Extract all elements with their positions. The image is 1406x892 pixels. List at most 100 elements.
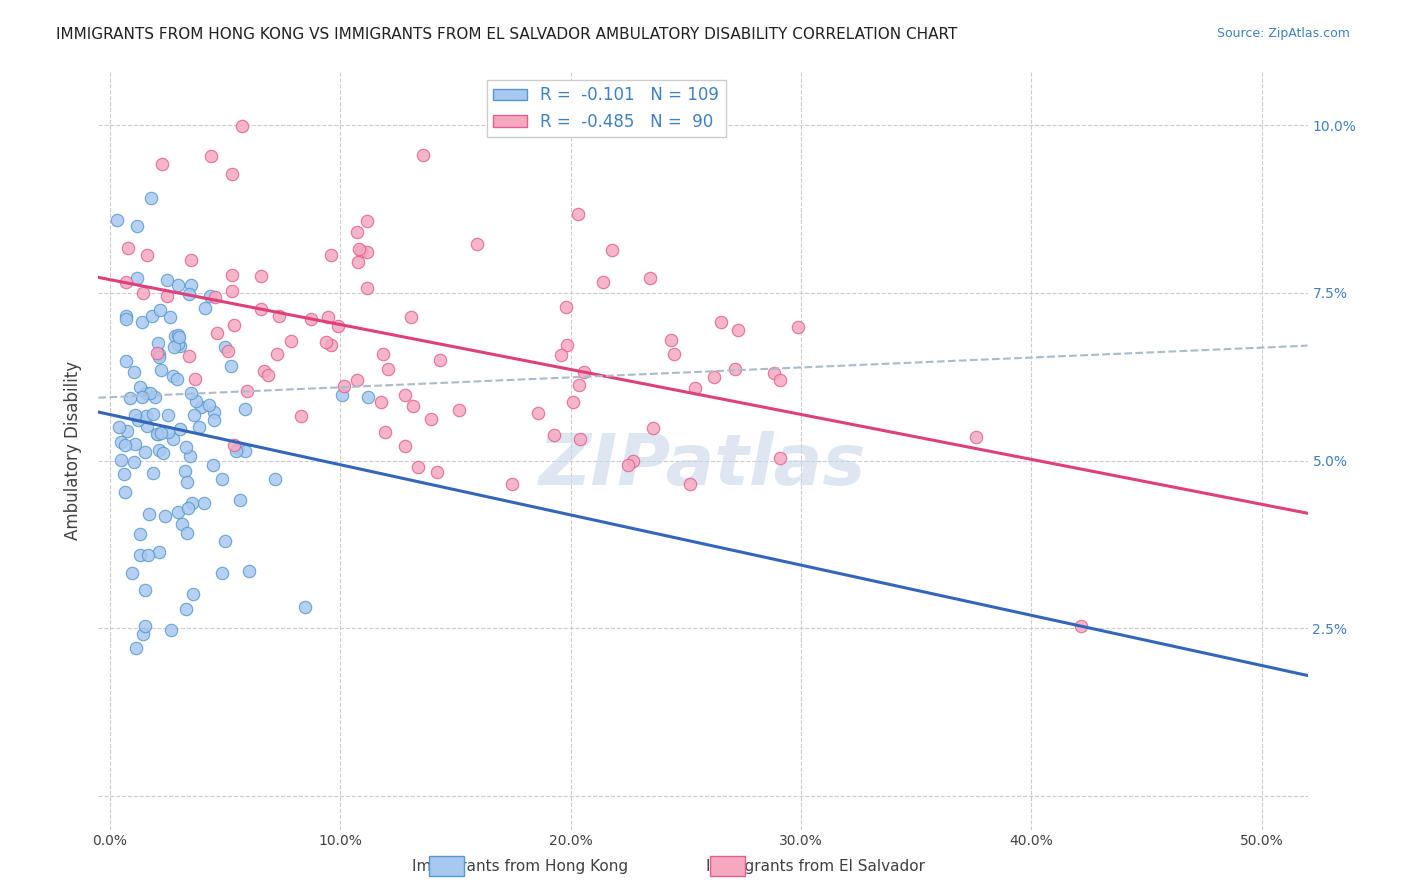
Point	[211, 472, 233, 486]
Point	[179, 349, 201, 363]
Point	[202, 404, 225, 418]
Point	[555, 338, 578, 352]
Point	[163, 328, 186, 343]
Point	[183, 372, 205, 386]
Legend: R =  -0.101   N = 109, R =  -0.485   N =  90: R = -0.101 N = 109, R = -0.485 N = 90	[486, 79, 725, 137]
Point	[167, 278, 190, 293]
Point	[129, 527, 152, 541]
Point	[659, 333, 682, 347]
Point	[166, 372, 188, 386]
Point	[377, 362, 399, 376]
Point	[131, 390, 153, 404]
Point	[134, 445, 156, 459]
Point	[136, 248, 159, 262]
Point	[683, 381, 706, 395]
Point	[156, 425, 179, 440]
Point	[115, 354, 138, 368]
Point	[155, 289, 177, 303]
Point	[357, 390, 380, 404]
Point	[202, 413, 225, 427]
Point	[233, 402, 256, 417]
Point	[394, 388, 416, 402]
Point	[148, 545, 170, 559]
Point	[131, 315, 153, 329]
Point	[174, 441, 197, 455]
Point	[177, 287, 200, 301]
Point	[138, 507, 160, 521]
Point	[221, 285, 243, 299]
Point	[179, 449, 201, 463]
Point	[156, 273, 179, 287]
Point	[299, 312, 322, 326]
Point	[769, 373, 792, 387]
Point	[148, 351, 170, 365]
Point	[180, 253, 202, 268]
Point	[127, 413, 149, 427]
Point	[643, 420, 665, 434]
Point	[152, 446, 174, 460]
Point	[148, 442, 170, 457]
Point	[110, 453, 132, 467]
Point	[118, 391, 141, 405]
Point	[107, 419, 129, 434]
Text: ZIPatlas: ZIPatlas	[540, 431, 866, 500]
Point	[205, 326, 228, 340]
Point	[114, 275, 136, 289]
Point	[176, 475, 198, 490]
Point	[146, 336, 169, 351]
Point	[162, 369, 184, 384]
Point	[180, 277, 202, 292]
Point	[139, 191, 162, 205]
Point	[221, 268, 243, 282]
Point	[105, 213, 128, 227]
Point	[188, 420, 211, 434]
Point	[150, 363, 173, 377]
Point	[554, 300, 576, 314]
Point	[290, 409, 312, 423]
Point	[356, 281, 378, 295]
Point	[115, 309, 138, 323]
Point	[370, 395, 392, 409]
Point	[786, 320, 808, 334]
Point	[117, 424, 139, 438]
Point	[221, 167, 243, 181]
Point	[124, 437, 146, 451]
Point	[114, 485, 136, 500]
Point	[346, 225, 368, 239]
Point	[280, 334, 302, 348]
Point	[149, 426, 172, 441]
Point	[136, 418, 159, 433]
Point	[131, 286, 153, 301]
Point	[129, 380, 152, 394]
Point	[121, 566, 143, 581]
Point	[134, 619, 156, 633]
Point	[110, 434, 132, 449]
Point	[148, 426, 170, 441]
Point	[527, 405, 550, 419]
Point	[157, 408, 180, 422]
Point	[193, 301, 215, 316]
Point	[371, 347, 394, 361]
Point	[141, 310, 163, 324]
Point	[202, 458, 225, 472]
Point	[399, 310, 422, 324]
Point	[148, 346, 170, 360]
Point	[238, 565, 260, 579]
Point	[501, 477, 523, 491]
Point	[146, 345, 169, 359]
Point	[162, 432, 184, 446]
Point	[567, 207, 589, 221]
Point	[141, 466, 163, 480]
Point	[167, 328, 190, 343]
Point	[412, 148, 434, 162]
Point	[662, 347, 685, 361]
Point	[762, 366, 785, 380]
Point	[193, 496, 215, 510]
Point	[180, 496, 202, 510]
Point	[142, 408, 165, 422]
Point	[186, 393, 208, 408]
Point	[710, 315, 733, 329]
Point	[159, 623, 181, 637]
Point	[574, 365, 596, 379]
Point	[129, 549, 152, 563]
